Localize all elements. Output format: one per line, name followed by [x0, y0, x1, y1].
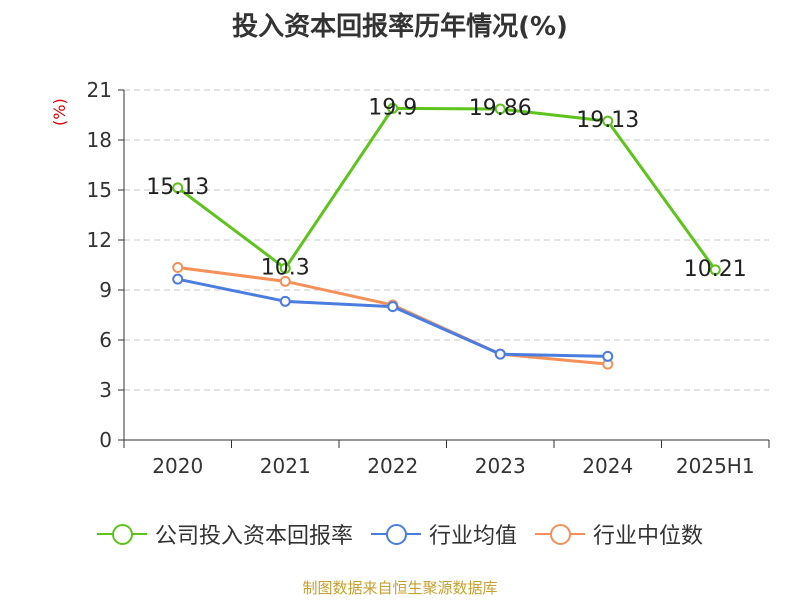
- legend-item: 行业中位数: [535, 518, 703, 550]
- series-line: [177, 266, 608, 366]
- y-tick-label: 0: [99, 428, 112, 452]
- source-note: 制图数据来自恒生聚源数据库: [302, 579, 498, 597]
- legend-swatch-icon: [535, 522, 585, 546]
- x-tick-label: 2024: [582, 454, 633, 478]
- data-point: [494, 348, 506, 360]
- legend-item: 公司投入资本回报率: [96, 518, 353, 550]
- x-tick-label: 2025H1: [676, 454, 755, 478]
- data-point: [602, 350, 614, 362]
- data-label: 10.21: [684, 257, 747, 282]
- data-label: 19.9: [368, 95, 417, 120]
- data-point: [172, 182, 184, 194]
- legend: 公司投入资本回报率 行业均值 行业中位数: [0, 518, 800, 550]
- series-line: [177, 277, 608, 358]
- data-point: [602, 115, 614, 127]
- data-point: [494, 103, 506, 115]
- legend-label: 公司投入资本回报率: [154, 524, 353, 549]
- y-tick-label: 12: [87, 228, 112, 252]
- data-label: 19.13: [576, 108, 639, 133]
- y-tick-label: 9: [99, 278, 112, 302]
- data-point: [172, 262, 184, 273]
- legend-label: 行业中位数: [593, 524, 704, 549]
- x-tick-label: 2022: [367, 454, 418, 478]
- y-tick-label: 6: [99, 328, 112, 352]
- legend-swatch-icon: [370, 522, 421, 546]
- data-label: 15.13: [146, 175, 209, 200]
- y-tick-label: 18: [87, 128, 112, 152]
- data-point: [279, 262, 291, 274]
- x-tick-label: 2020: [152, 454, 203, 478]
- x-tick-label: 2021: [260, 454, 311, 478]
- data-point: [387, 102, 399, 114]
- x-tick-label: 2023: [475, 454, 526, 478]
- legend-swatch-icon: [96, 522, 147, 546]
- data-point: [709, 264, 721, 276]
- y-tick-label: 15: [87, 178, 112, 202]
- y-tick-label: 21: [87, 78, 112, 102]
- line-chart: 0 3 6 9 12 15 18 21 2020 2021 2022 2023 2024 2025H1 15…: [87, 78, 770, 478]
- data-label: 10.3: [261, 255, 310, 280]
- data-point: [279, 295, 291, 307]
- legend-item: 行业均值: [370, 518, 517, 550]
- data-point: [279, 275, 291, 287]
- legend-label: 行业均值: [428, 524, 517, 549]
- y-tick-label: 3: [99, 378, 112, 402]
- series-line: [176, 106, 717, 271]
- data-point: [172, 273, 184, 285]
- data-label: 19.86: [469, 96, 532, 121]
- data-point: [387, 301, 399, 313]
- chart-title: 投入资本回报率历年情况(%): [232, 12, 568, 42]
